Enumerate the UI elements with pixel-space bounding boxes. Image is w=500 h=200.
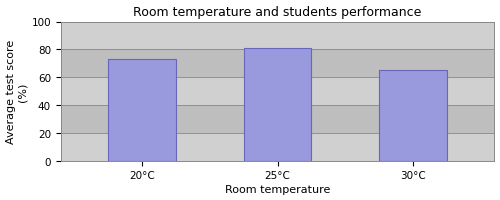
X-axis label: Room temperature: Room temperature bbox=[225, 185, 330, 194]
Bar bbox=[244, 49, 312, 161]
Title: Room temperature and students performance: Room temperature and students performanc… bbox=[134, 6, 422, 18]
Bar bbox=[60, 105, 494, 133]
Bar bbox=[60, 50, 494, 78]
Bar bbox=[60, 133, 494, 161]
Bar bbox=[60, 22, 494, 50]
Bar bbox=[108, 60, 176, 161]
Bar bbox=[60, 78, 494, 105]
Bar bbox=[379, 71, 447, 161]
Y-axis label: Average test score
(%): Average test score (%) bbox=[6, 40, 27, 143]
